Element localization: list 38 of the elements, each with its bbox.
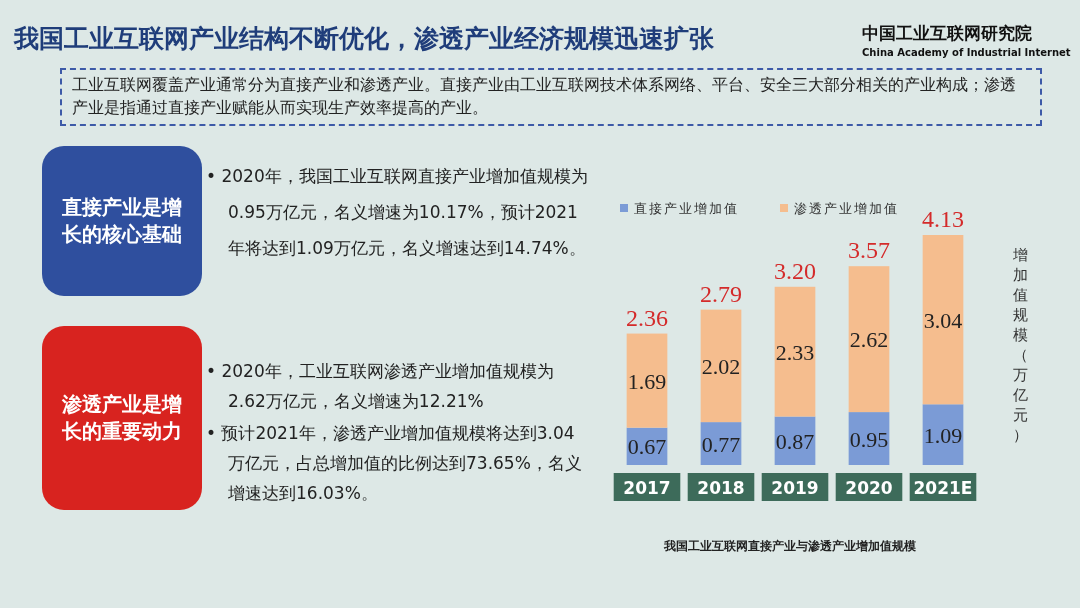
- total-label: 3.20: [774, 257, 816, 284]
- x-tick-label: 2020: [845, 478, 893, 498]
- legend-label: 直接产业增加值: [634, 201, 739, 216]
- total-label: 4.13: [922, 206, 964, 232]
- text: China Academy of Industrial Internet: [862, 47, 1071, 58]
- x-tick-label: 2018: [697, 478, 745, 498]
- data-label: 1.09: [923, 422, 963, 448]
- data-label: 2.02: [701, 353, 741, 379]
- bar: [626, 333, 668, 428]
- data-label: 1.69: [627, 368, 667, 394]
- data-label: 2.62: [849, 327, 889, 353]
- text: 直接产业是增长的核心基础: [42, 146, 202, 296]
- text: • 2020年，工业互联网渗透产业增加值规模为2.62万亿元，名义增速为12.21%: [206, 360, 555, 413]
- data-label: 3.04: [923, 307, 963, 333]
- text: 我国工业互联网直接产业与渗透产业增加值规模: [663, 539, 916, 553]
- data-label: 0.77: [701, 431, 741, 457]
- text: • 预计2021年，渗透产业增加值规模将达到3.04万亿元，占总增加值的比例达到73.65%，名义增速达到16.03%。: [206, 422, 583, 505]
- bar: [848, 266, 890, 413]
- x-tick-label: 2021E: [913, 478, 973, 498]
- data-label: 2.33: [775, 339, 815, 365]
- text: 中国工业互联网研究院: [862, 22, 1032, 45]
- total-label: 2.79: [700, 280, 742, 307]
- bar: [774, 286, 816, 417]
- text: • 2020年，我国工业互联网直接产业增加值规模为0.95万亿元，名义增速为10.17%，预计2021年将达到1.09万亿元，名义增速达到14.74%。: [206, 165, 588, 260]
- text: 渗透产业是增长的重要动力: [42, 326, 202, 510]
- data-label: 0.67: [627, 434, 667, 460]
- data-label: 0.87: [775, 428, 815, 454]
- total-label: 2.36: [626, 304, 668, 331]
- legend-label: 渗透产业增加值: [794, 201, 899, 216]
- x-tick-label: 2019: [771, 478, 819, 498]
- bar: [700, 309, 742, 423]
- x-tick-label: 2017: [623, 478, 671, 498]
- total-label: 3.57: [848, 237, 890, 264]
- bar: [922, 235, 964, 405]
- text: 增加值规模（万亿元）: [1012, 246, 1028, 444]
- text: 工业互联网覆盖产业通常分为直接产业和渗透产业。直接产业由工业互联网技术体系网络、平台、安全三大部分相关的产业构成；渗透产业是指通过直接产业赋能从而实现生产效率提高的产业。: [60, 68, 1042, 126]
- data-label: 0.95: [849, 426, 889, 452]
- text: 我国工业互联网产业结构不断优化，渗透产业经济规模迅速扩张: [14, 23, 714, 55]
